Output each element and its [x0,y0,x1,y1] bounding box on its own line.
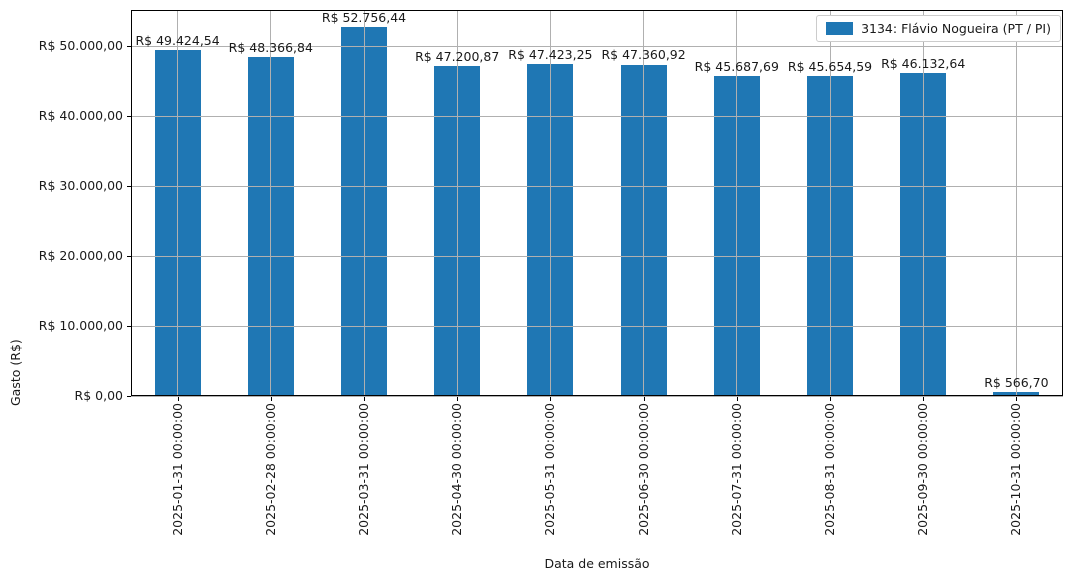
bar-value-label: R$ 45.654,59 [787,59,873,75]
x-tick-label: 2025-02-28 00:00:00 [262,403,278,536]
bar-value-label: R$ 47.360,92 [601,47,686,63]
legend-swatch-icon [826,22,854,35]
y-tick-mark [127,46,131,48]
y-tick-label: R$ 0,00 [74,388,123,403]
gridline-x [1015,10,1017,396]
y-tick-mark [127,116,131,118]
x-tick-label: 2025-05-31 00:00:00 [542,403,558,536]
bar-value-label: R$ 52.756,44 [321,9,407,25]
gridline-x [363,10,365,396]
bar-value-label: R$ 46.132,64 [881,56,966,72]
y-tick-label: R$ 20.000,00 [38,248,123,263]
x-tick-label: 2025-03-31 00:00:00 [356,403,371,536]
y-tick-mark [127,326,131,327]
gridline-x [177,10,179,396]
gridline-x [643,10,645,396]
gridline-y [131,255,1063,257]
bar-value-label: R$ 47.423,25 [508,47,593,63]
gridline-x [270,10,272,396]
gridline-x [922,10,924,396]
y-tick-mark [127,256,131,257]
gridline-y [131,45,1063,47]
gridline-y [131,115,1063,117]
y-tick-label: R$ 50.000,00 [38,38,123,54]
gridline-x [829,10,831,396]
x-tick-mark [270,397,272,401]
y-tick-label: R$ 30.000,00 [38,178,123,193]
gridline-x [736,10,738,396]
gridline-y [131,185,1063,187]
x-tick-mark [457,397,459,401]
gridline-y [131,325,1063,327]
x-tick-mark [923,397,925,401]
y-axis-label: Gasto (R$) [8,339,23,406]
x-tick-label: 2025-08-31 00:00:00 [822,403,837,536]
x-tick-mark [550,397,552,401]
x-tick-mark [643,397,645,401]
x-tick-label: 2025-10-31 00:00:00 [1008,403,1024,536]
bar-value-label: R$ 48.366,84 [228,40,313,56]
y-tick-label: R$ 40.000,00 [38,108,123,124]
x-tick-mark [830,397,831,401]
bar-value-label: R$ 45.687,69 [694,59,779,75]
x-tick-mark [364,397,365,401]
bar-value-label: R$ 49.424,54 [135,33,220,49]
x-tick-mark [1016,397,1018,401]
gridline-y [131,395,1063,397]
x-axis-label: Data de emissão [544,556,650,571]
y-tick-mark [127,186,131,187]
legend: 3134: Flávio Nogueira (PT / PI) [816,15,1061,42]
x-tick-label: 2025-09-30 00:00:00 [915,403,931,536]
x-tick-mark [736,397,738,401]
x-tick-mark [177,397,179,401]
gridline-x [549,10,551,396]
x-tick-label: 2025-06-30 00:00:00 [635,403,651,536]
bar-value-label: R$ 566,70 [984,375,1049,391]
legend-label: 3134: Flávio Nogueira (PT / PI) [861,21,1051,36]
y-tick-mark [127,396,131,397]
x-tick-label: 2025-07-31 00:00:00 [728,403,744,536]
plot-area: R$ 49.424,54 R$ 48.366,84 R$ 52.756,44 R$ 4… [131,9,1063,397]
gridline-x [456,10,458,396]
y-tick-label: R$ 10.000,00 [38,318,123,333]
bar-value-label: R$ 47.200,87 [415,48,500,64]
x-tick-label: 2025-04-30 00:00:00 [449,403,465,536]
x-tick-label: 2025-01-31 00:00:00 [169,403,185,536]
